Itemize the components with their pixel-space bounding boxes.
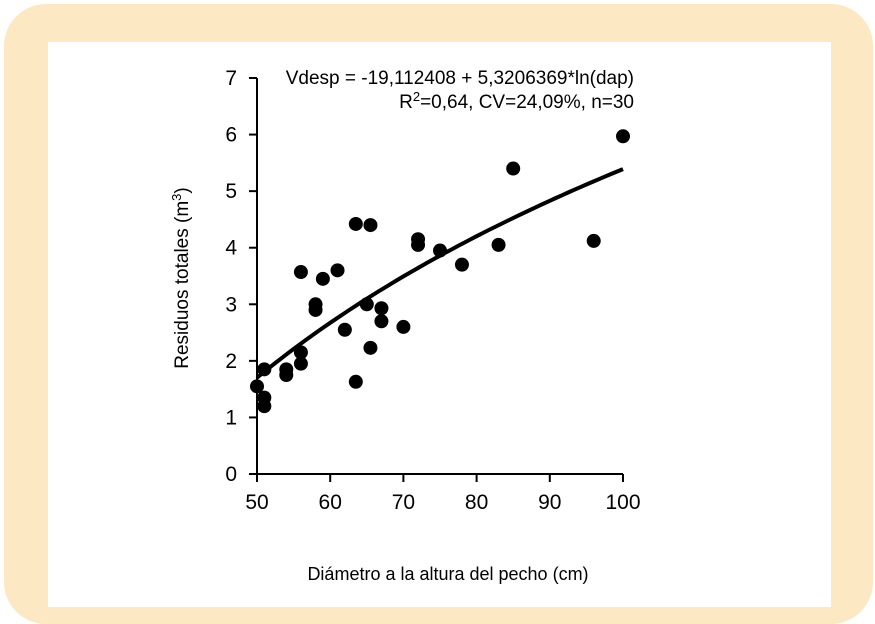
x-tick-label: 80 bbox=[465, 491, 488, 514]
y-tick-label: 7 bbox=[225, 67, 237, 90]
data-point bbox=[257, 399, 272, 414]
data-point bbox=[330, 263, 345, 278]
data-point bbox=[337, 322, 352, 337]
data-point bbox=[293, 345, 308, 360]
data-point bbox=[433, 243, 447, 258]
data-point bbox=[586, 233, 601, 248]
data-point bbox=[293, 265, 308, 280]
x-tick-label: 100 bbox=[605, 491, 640, 514]
x-axis-label: Diámetro a la altura del pecho (cm) bbox=[307, 564, 588, 584]
data-point bbox=[374, 314, 389, 329]
y-axis-label: Residuos totales (m3) bbox=[169, 187, 193, 368]
y-tick-label: 2 bbox=[225, 350, 237, 373]
data-point bbox=[411, 237, 426, 252]
data-point bbox=[374, 301, 389, 316]
data-points bbox=[250, 129, 630, 414]
scatter-chart: 0 1 2 3 4 5 6 7 50 60 70 80 90 100 Vdesp = -19,112408… bbox=[169, 67, 641, 584]
data-point bbox=[348, 374, 363, 389]
y-tick-label: 6 bbox=[225, 124, 237, 147]
y-tick-label: 1 bbox=[225, 406, 237, 429]
data-point bbox=[359, 297, 374, 312]
data-point bbox=[616, 129, 630, 144]
data-point bbox=[250, 379, 264, 394]
equation-annotation: Vdesp = -19,112408 + 5,3206369*ln(dap) bbox=[286, 68, 634, 89]
data-point bbox=[293, 356, 308, 371]
y-tick-label: 3 bbox=[225, 293, 237, 316]
figure-frame: 0 1 2 3 4 5 6 7 50 60 70 80 90 100 Vdesp = -19,112408… bbox=[4, 4, 873, 624]
x-tick-label: 70 bbox=[392, 491, 415, 514]
data-point bbox=[454, 257, 469, 272]
data-point bbox=[308, 302, 323, 317]
data-point bbox=[396, 319, 411, 334]
axes bbox=[256, 78, 623, 475]
data-point bbox=[363, 340, 378, 355]
trendline bbox=[255, 167, 624, 380]
data-point bbox=[279, 368, 294, 382]
data-point bbox=[491, 237, 506, 252]
chart-panel: 0 1 2 3 4 5 6 7 50 60 70 80 90 100 Vdesp = -19,112408… bbox=[48, 42, 831, 607]
x-tick-label: 50 bbox=[245, 491, 268, 514]
stats-annotation: R2=0,64, CV=24,09%, n=30 bbox=[399, 89, 634, 113]
y-tick-label: 4 bbox=[225, 237, 237, 260]
data-point bbox=[363, 218, 378, 233]
x-tick-label: 90 bbox=[538, 491, 561, 514]
data-point bbox=[315, 271, 330, 286]
y-tick-label: 5 bbox=[225, 180, 237, 203]
ticks: 0 1 2 3 4 5 6 7 50 60 70 80 90 100 bbox=[225, 67, 640, 514]
data-point bbox=[506, 161, 521, 176]
y-tick-label: 0 bbox=[225, 463, 237, 486]
data-point bbox=[257, 362, 272, 377]
data-point bbox=[348, 216, 363, 231]
x-tick-label: 60 bbox=[319, 491, 342, 514]
